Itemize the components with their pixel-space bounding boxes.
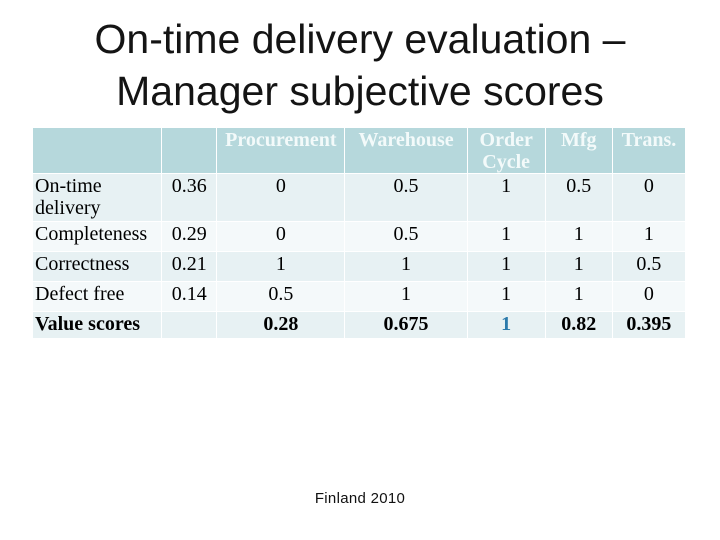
row-weight: 0.36 [161, 173, 218, 222]
footer-text: Finland 2010 [314, 490, 406, 507]
table-cell: 0.395 [611, 311, 687, 339]
row-weight: 0.21 [161, 251, 218, 282]
table-cell: 1 [544, 221, 613, 252]
header-row: Procurement Warehouse Order Cycle Mfg Tr… [31, 127, 687, 174]
table-cell: 1 [611, 221, 687, 252]
row-weight [161, 311, 218, 339]
table-cell: 0 [216, 173, 346, 222]
row-weight: 0.29 [161, 221, 218, 252]
header-empty-label-cell [31, 127, 163, 174]
table-cell: 1 [466, 281, 546, 312]
table-cell: 1 [216, 251, 346, 282]
table-cell-highlighted: 1 [466, 311, 546, 339]
row-label: Defect free [31, 281, 163, 312]
table-cell: 0.5 [544, 173, 613, 222]
table-row-correctness: Correctness 0.21 1 1 1 1 0.5 [31, 251, 687, 282]
column-header-order-cycle: Order Cycle [466, 127, 546, 174]
table-row-defect-free: Defect free 0.14 0.5 1 1 1 0 [31, 281, 687, 312]
table-cell: 0.675 [344, 311, 468, 339]
table-cell: 0.5 [344, 173, 468, 222]
column-header-warehouse: Warehouse [344, 127, 468, 174]
table-cell: 0.82 [544, 311, 613, 339]
column-header-trans: Trans. [611, 127, 687, 174]
table-cell: 0.5 [344, 221, 468, 252]
evaluation-table: Procurement Warehouse Order Cycle Mfg Tr… [31, 127, 687, 339]
row-label: Completeness [31, 221, 163, 252]
table-cell: 0 [216, 221, 346, 252]
row-weight: 0.14 [161, 281, 218, 312]
row-label: On-time delivery [31, 173, 163, 222]
table-cell: 0.28 [216, 311, 346, 339]
row-label: Value scores [31, 311, 163, 339]
table-cell: 1 [344, 281, 468, 312]
column-header-procurement: Procurement [216, 127, 346, 174]
table-cell: 1 [466, 251, 546, 282]
table-cell: 1 [344, 251, 468, 282]
table-row-completeness: Completeness 0.29 0 0.5 1 1 1 [31, 221, 687, 252]
header-empty-weight-cell [161, 127, 218, 174]
title-line-2: Manager subjective scores [116, 68, 604, 114]
column-header-mfg: Mfg [544, 127, 613, 174]
table-cell: 1 [544, 251, 613, 282]
row-label: Correctness [31, 251, 163, 282]
page-title: On-time delivery evaluation – Manager su… [0, 13, 720, 117]
table-cell: 1 [466, 221, 546, 252]
table-cell: 0.5 [611, 251, 687, 282]
table-cell: 0.5 [216, 281, 346, 312]
table-cell: 1 [466, 173, 546, 222]
table-cell: 0 [611, 173, 687, 222]
table-cell: 0 [611, 281, 687, 312]
table-row-on-time-delivery: On-time delivery 0.36 0 0.5 1 0.5 0 [31, 173, 687, 222]
table-row-value-scores: Value scores 0.28 0.675 1 0.82 0.395 [31, 311, 687, 339]
table-cell: 1 [544, 281, 613, 312]
title-line-1: On-time delivery evaluation – [94, 16, 626, 62]
